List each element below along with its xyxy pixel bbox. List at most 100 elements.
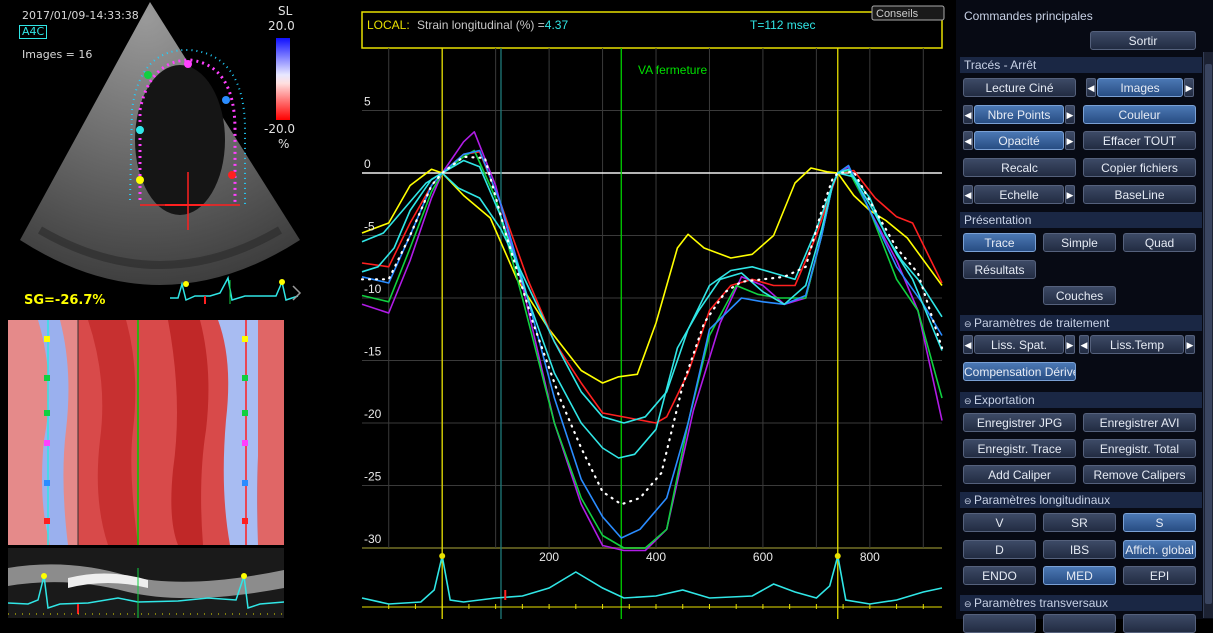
- strain-chart: 50-5-10-15-20-25-30 200 400 600 800 LOCAL: …: [356, 0, 956, 619]
- baseline-button[interactable]: BaseLine: [1083, 185, 1196, 204]
- ventricle-cavity: [135, 65, 225, 215]
- strain-series-line: [361, 172, 943, 424]
- transversal-button-1[interactable]: [963, 614, 1036, 633]
- opacite-button[interactable]: Opacité: [974, 131, 1064, 150]
- images-button[interactable]: Images: [1097, 78, 1183, 97]
- collapse-icon[interactable]: ⊖: [964, 319, 972, 329]
- strain-series-line: [361, 149, 943, 539]
- opacite-next-arrow-icon[interactable]: ▶: [1065, 131, 1075, 150]
- scale-max: 20.0: [268, 19, 295, 33]
- chart-markers: [441, 48, 839, 619]
- y-tick-label: -30: [364, 532, 382, 546]
- header-time: T=112 msec: [750, 18, 815, 32]
- collapse-icon[interactable]: ⊖: [964, 599, 972, 609]
- valve-closure-label: VA fermeture: [638, 63, 707, 77]
- chart-ecg-trace: [361, 553, 943, 605]
- longitudinaux-section-title: ⊖ Paramètres longitudinaux: [960, 492, 1202, 508]
- collapse-icon[interactable]: ⊖: [964, 496, 972, 506]
- couleur-button[interactable]: Couleur: [1083, 105, 1196, 124]
- echelle-button[interactable]: Echelle: [974, 185, 1064, 204]
- transversal-button-2[interactable]: [1043, 614, 1116, 633]
- liss-spat-button[interactable]: Liss. Spat.: [974, 335, 1064, 354]
- trace-button[interactable]: Trace: [963, 233, 1036, 252]
- copier-fichiers-button[interactable]: Copier fichiers: [1083, 158, 1196, 177]
- transversaux-section-title: ⊖ Paramètres transversaux: [960, 595, 1202, 611]
- couches-button[interactable]: Couches: [1043, 286, 1116, 305]
- y-tick-label: -20: [364, 407, 382, 421]
- view-badge: A4C: [19, 25, 48, 39]
- enregistr-total-button[interactable]: Enregistr. Total: [1083, 439, 1196, 458]
- svg-text:Conseils: Conseils: [876, 8, 919, 20]
- header-strain-value: 4.37: [545, 18, 569, 32]
- y-tick-label: 0: [364, 157, 371, 171]
- med-button[interactable]: MED: [1043, 566, 1116, 585]
- strain-mmode-map: [8, 320, 284, 545]
- header-local-label: LOCAL:: [367, 18, 410, 32]
- chart-grid: [362, 48, 942, 549]
- effacer-tout-button[interactable]: Effacer TOUT: [1083, 131, 1196, 150]
- conseils-button[interactable]: Conseils: [871, 5, 945, 21]
- liss-temp-button[interactable]: Liss.Temp: [1090, 335, 1184, 354]
- images-next-arrow-icon[interactable]: ▶: [1184, 78, 1194, 97]
- liss-spat-prev-arrow-icon[interactable]: ◀: [963, 335, 973, 354]
- echo-datetime: 2017/01/09-14:33:38: [22, 9, 139, 22]
- sr-button[interactable]: SR: [1043, 513, 1116, 532]
- echo-ecg-trace: [170, 275, 299, 302]
- traitement-section-title: ⊖ Paramètres de traitement: [960, 315, 1202, 331]
- echo-image: [20, 2, 302, 304]
- chart-series: [360, 131, 944, 552]
- enregistrer-avi-button[interactable]: Enregistrer AVI: [1083, 413, 1196, 432]
- liss-temp-prev-arrow-icon[interactable]: ◀: [1079, 335, 1089, 354]
- add-caliper-button[interactable]: Add Caliper: [963, 465, 1076, 484]
- quad-button[interactable]: Quad: [1123, 233, 1196, 252]
- y-tick-label: -5: [364, 220, 375, 234]
- svg-text:LOCAL: Strain longitudinal: LOCAL: Strain longitudinal (%) =4.37: [367, 18, 568, 32]
- header-strain-text: Strain longitudinal (%) =: [417, 18, 545, 32]
- v-button[interactable]: V: [963, 513, 1036, 532]
- y-tick-label: -10: [364, 282, 382, 296]
- opacite-prev-arrow-icon[interactable]: ◀: [963, 131, 973, 150]
- lecture-cine-button[interactable]: Lecture Ciné: [963, 78, 1076, 97]
- compensation-derive-button[interactable]: Compensation Dérive: [963, 362, 1076, 381]
- epi-button[interactable]: EPI: [1123, 566, 1196, 585]
- scale-unit: %: [278, 137, 290, 151]
- mmode-segment-markers: [44, 336, 248, 524]
- simple-button[interactable]: Simple: [1043, 233, 1116, 252]
- y-tick-label: 5: [364, 95, 371, 109]
- recalc-button[interactable]: Recalc: [963, 158, 1076, 177]
- liss-temp-next-arrow-icon[interactable]: ▶: [1185, 335, 1195, 354]
- panel-scrollbar[interactable]: [1203, 52, 1213, 618]
- chevron-right-icon[interactable]: [292, 285, 302, 301]
- remove-calipers-button[interactable]: Remove Calipers: [1083, 465, 1196, 484]
- x-tick-label: 800: [860, 550, 880, 564]
- sortir-button[interactable]: Sortir: [1090, 31, 1196, 50]
- x-tick-label: 600: [753, 550, 773, 564]
- enregistr-trace-button[interactable]: Enregistr. Trace: [963, 439, 1076, 458]
- echelle-next-arrow-icon[interactable]: ▶: [1065, 185, 1075, 204]
- echelle-prev-arrow-icon[interactable]: ◀: [963, 185, 973, 204]
- scrollbar-thumb[interactable]: [1205, 64, 1212, 604]
- presentation-section-title: Présentation: [960, 212, 1202, 228]
- resultats-button[interactable]: Résultats: [963, 260, 1036, 279]
- control-panel: Commandes principales Sortir Tracés - Ar…: [956, 0, 1213, 633]
- y-tick-label: -15: [364, 345, 382, 359]
- scale-min: -20.0: [264, 122, 296, 136]
- x-tick-label: 400: [646, 550, 666, 564]
- enregistrer-jpg-button[interactable]: Enregistrer JPG: [963, 413, 1076, 432]
- chart-header-box: [361, 11, 943, 49]
- ibs-button[interactable]: IBS: [1043, 540, 1116, 559]
- endo-button[interactable]: ENDO: [963, 566, 1036, 585]
- images-prev-arrow-icon[interactable]: ◀: [1086, 78, 1096, 97]
- y-tick-label: -25: [364, 470, 382, 484]
- left-panel: 2017/01/09-14:33:38 A4C Images = 16 SL 2…: [0, 0, 356, 619]
- collapse-icon[interactable]: ⊖: [964, 396, 972, 406]
- nbre-points-prev-arrow-icon[interactable]: ◀: [963, 105, 973, 124]
- affich-global-button[interactable]: Affich. global: [1123, 540, 1196, 559]
- d-button[interactable]: D: [963, 540, 1036, 559]
- x-tick-labels: 200 400 600 800: [362, 550, 942, 609]
- nbre-points-next-arrow-icon[interactable]: ▶: [1065, 105, 1075, 124]
- nbre-points-button[interactable]: Nbre Points: [974, 105, 1064, 124]
- s-button[interactable]: S: [1123, 513, 1196, 532]
- liss-spat-next-arrow-icon[interactable]: ▶: [1065, 335, 1075, 354]
- transversal-button-3[interactable]: [1123, 614, 1196, 633]
